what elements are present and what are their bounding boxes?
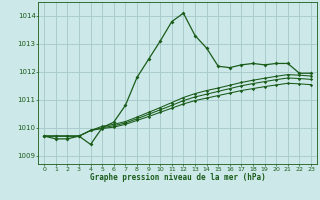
X-axis label: Graphe pression niveau de la mer (hPa): Graphe pression niveau de la mer (hPa) bbox=[90, 173, 266, 182]
